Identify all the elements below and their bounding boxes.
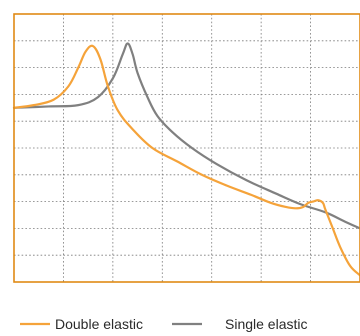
legend-label-double-elastic: Double elastic [55,316,143,332]
grid-lines [14,14,360,282]
series-line-double-elastic [12,44,360,277]
series-line-single-elastic [12,42,360,230]
legend: Double elastic Single elastic [20,316,308,332]
series-layer [12,42,360,277]
legend-label-single-elastic: Single elastic [225,316,308,332]
plot-frame [13,13,360,283]
